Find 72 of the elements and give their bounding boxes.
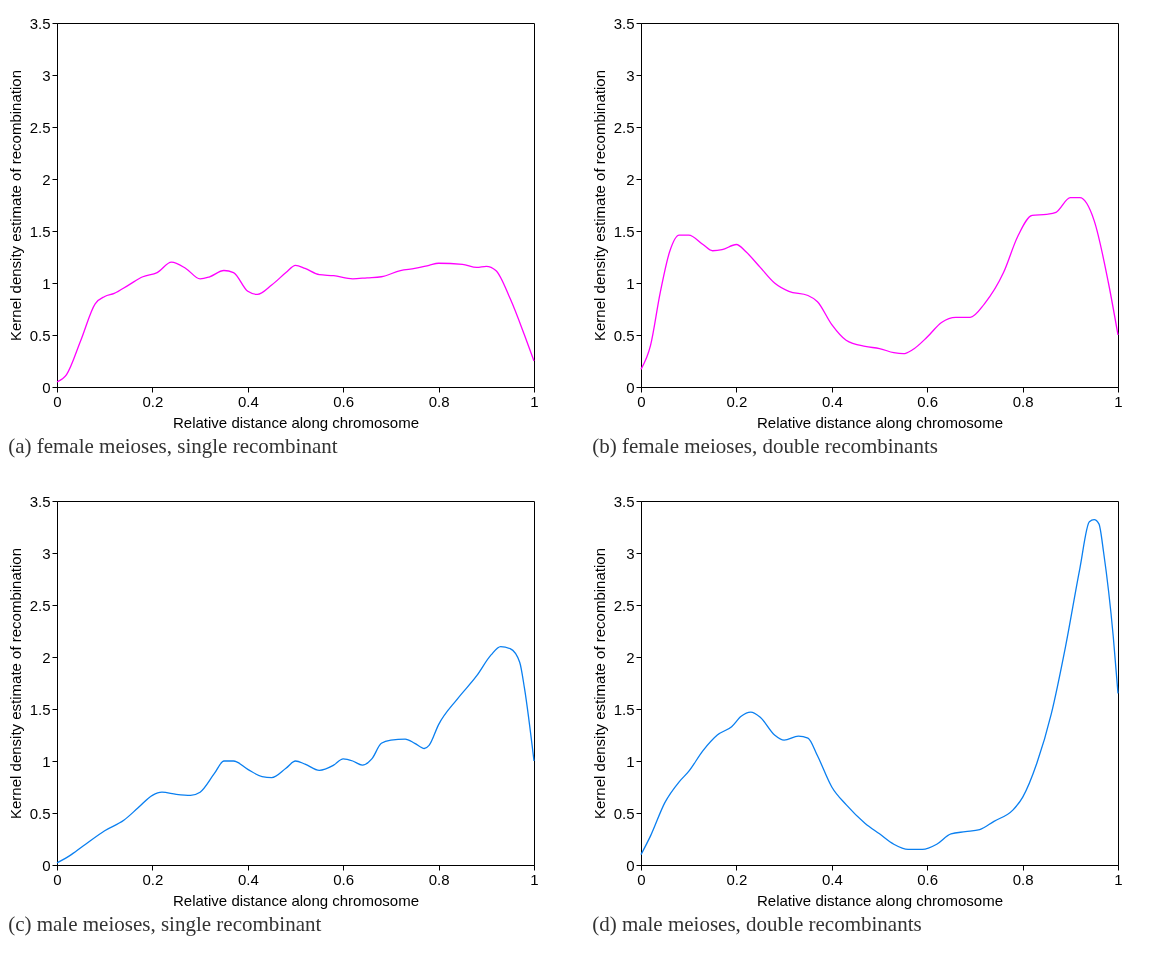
y-tick-label: 1 <box>626 752 635 770</box>
x-tick-label: 1 <box>1114 392 1123 410</box>
y-tick-label: 0.5 <box>613 326 635 344</box>
x-axis-title: Relative distance along chromosome <box>757 891 1003 909</box>
x-axis-title: Relative distance along chromosome <box>757 413 1003 431</box>
y-tick-label: 3 <box>626 66 635 84</box>
y-tick-label: 0 <box>626 378 635 396</box>
y-tick-label: 3 <box>42 544 51 562</box>
x-tick-label: 0 <box>637 870 646 888</box>
x-tick-label: 0 <box>637 392 646 410</box>
x-tick-label: 0.8 <box>428 870 450 888</box>
y-tick-label: 2 <box>42 648 51 666</box>
line-series <box>640 197 1119 370</box>
y-tick-label: 1.5 <box>613 700 635 718</box>
x-tick-label: 1 <box>530 870 539 888</box>
x-tick-label: 0.4 <box>821 392 843 410</box>
x-tick-label: 1 <box>530 392 539 410</box>
x-tick-label: 0.6 <box>917 870 939 888</box>
y-tick-label: 3 <box>42 66 51 84</box>
y-axis-title: Kernel density estimate of recombination <box>590 548 608 819</box>
y-tick-label: 0.5 <box>29 326 51 344</box>
y-tick-label: 2 <box>626 170 635 188</box>
x-tick-label: 0.6 <box>917 392 939 410</box>
x-tick-label: 0.2 <box>726 870 748 888</box>
y-tick-label: 0.5 <box>29 804 51 822</box>
x-axis-title: Relative distance along chromosome <box>173 413 419 431</box>
y-tick-label: 0 <box>42 856 51 874</box>
x-tick-label: 0.8 <box>428 392 450 410</box>
y-axis-title: Kernel density estimate of recombination <box>6 548 24 819</box>
y-tick-label: 1 <box>42 274 51 292</box>
line-series <box>640 519 1119 856</box>
y-axis-title: Kernel density estimate of recombination <box>6 70 24 341</box>
y-tick-label: 1 <box>626 274 635 292</box>
x-tick-label: 0.4 <box>821 870 843 888</box>
text: (b) female meioses, double recombinants <box>592 434 938 458</box>
y-tick-label: 2 <box>42 170 51 188</box>
y-tick-label: 0 <box>42 378 51 396</box>
y-tick-label: 2.5 <box>613 596 635 614</box>
text: (a) female meioses, single recombinant <box>8 434 338 458</box>
y-tick-label: 3.5 <box>29 14 51 32</box>
y-axis-title: Kernel density estimate of recombination <box>590 70 608 341</box>
x-tick-label: 0.8 <box>1012 392 1034 410</box>
x-tick-label: 0 <box>53 392 62 410</box>
x-tick-label: 0.2 <box>142 870 164 888</box>
y-tick-label: 1.5 <box>29 222 51 240</box>
y-tick-label: 0 <box>626 856 635 874</box>
line-series <box>56 645 535 864</box>
x-tick-label: 0.2 <box>726 392 748 410</box>
y-tick-label: 0.5 <box>613 804 635 822</box>
y-tick-label: 2.5 <box>29 596 51 614</box>
y-tick-label: 3.5 <box>613 14 635 32</box>
y-tick-label: 1.5 <box>29 700 51 718</box>
x-tick-label: 1 <box>1114 870 1123 888</box>
line-series <box>56 261 535 383</box>
y-tick-label: 3.5 <box>29 492 51 510</box>
x-axis-title: Relative distance along chromosome <box>173 891 419 909</box>
text: (d) male meioses, double recombinants <box>592 912 922 936</box>
y-tick-label: 2.5 <box>613 118 635 136</box>
x-tick-label: 0.6 <box>333 870 355 888</box>
y-tick-label: 3.5 <box>613 492 635 510</box>
y-tick-label: 2.5 <box>29 118 51 136</box>
x-tick-label: 0 <box>53 870 62 888</box>
y-tick-label: 3 <box>626 544 635 562</box>
x-tick-label: 0.8 <box>1012 870 1034 888</box>
x-tick-label: 0.6 <box>333 392 355 410</box>
y-tick-label: 2 <box>626 648 635 666</box>
x-tick-label: 0.2 <box>142 392 164 410</box>
text: (c) male meioses, single recombinant <box>8 912 322 936</box>
y-tick-label: 1 <box>42 752 51 770</box>
x-tick-label: 0.4 <box>237 870 259 888</box>
x-tick-label: 0.4 <box>237 392 259 410</box>
y-tick-label: 1.5 <box>613 222 635 240</box>
